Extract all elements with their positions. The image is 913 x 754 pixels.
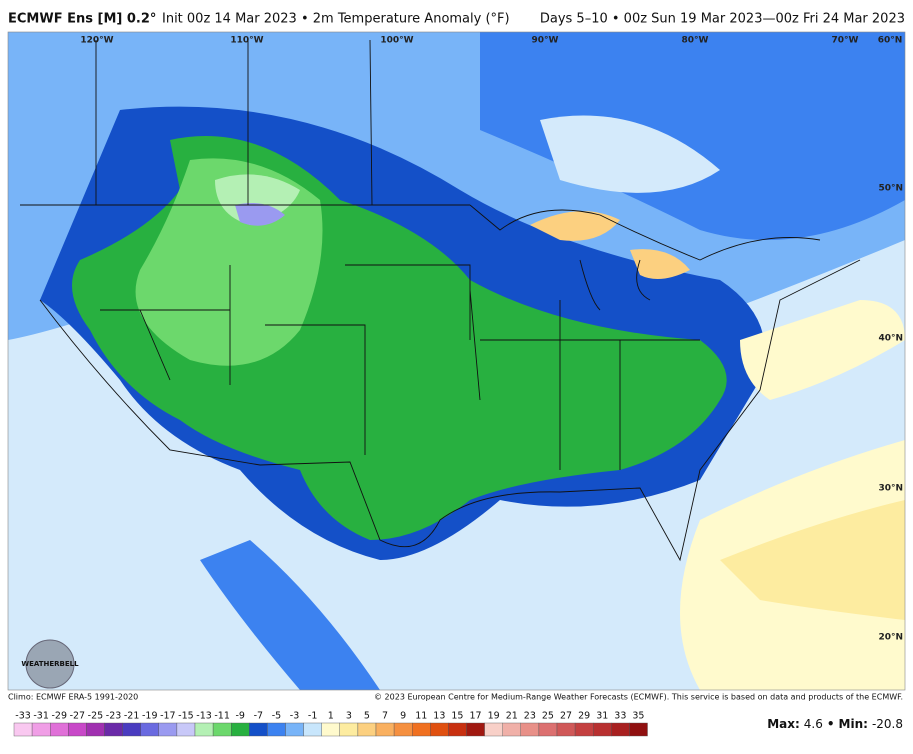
colorbar-cell	[412, 722, 431, 737]
colorbar-cell	[13, 722, 33, 737]
colorbar-cell	[466, 722, 485, 737]
colorbar-cell	[285, 722, 304, 737]
map: WEATHERBELL	[7, 31, 906, 691]
colorbar-cell	[267, 722, 286, 737]
subtitle: Init 00z 14 Mar 2023 • 2m Temperature An…	[162, 12, 510, 27]
colorbar-cell	[140, 722, 159, 737]
stat-separator: •	[827, 717, 835, 731]
model-title: ECMWF Ens [M] 0.2°	[8, 12, 156, 27]
colorbar-label: -29	[51, 711, 67, 722]
colorbar-label: -21	[124, 711, 140, 722]
stat-max-label: Max:	[767, 717, 800, 731]
colorbar-label: -23	[106, 711, 122, 722]
colorbar-cell	[556, 722, 576, 737]
colorbar-label: 11	[415, 711, 427, 722]
colorbar-cell	[574, 722, 594, 737]
colorbar-cell	[86, 722, 105, 737]
colorbar-label: 33	[614, 711, 626, 722]
colorbar-label: 3	[346, 711, 352, 722]
colorbar-cell	[448, 722, 467, 737]
colorbar-label: -33	[15, 711, 31, 722]
colorbar-cell	[520, 722, 540, 737]
colorbar-cell	[249, 722, 268, 737]
lon-label: 120°W	[80, 36, 113, 46]
colorbar-cell	[31, 722, 51, 737]
colorbar-label: -11	[214, 711, 230, 722]
colorbar-label: 7	[382, 711, 388, 722]
logo-text: WEATHERBELL	[21, 660, 79, 668]
colorbar-cell	[158, 722, 178, 737]
colorbar-label: 1	[328, 711, 334, 722]
colorbar-label: 27	[560, 711, 572, 722]
colorbar-label: 13	[433, 711, 445, 722]
colorbar-cell	[357, 722, 377, 737]
colorbar-label: -1	[308, 711, 317, 722]
colorbar-label: -13	[196, 711, 212, 722]
valid-time: Days 5–10 • 00z Sun 19 Mar 2023—00z Fri …	[540, 12, 905, 27]
colorbar-cell	[629, 722, 648, 737]
stats: Max: 4.6 • Min: -20.8	[767, 717, 903, 731]
lon-label: 70°W	[832, 36, 859, 46]
colorbar-label: -31	[33, 711, 49, 722]
colorbar-cell	[393, 722, 413, 737]
colorbar-cell	[538, 722, 558, 737]
colorbar-label: -9	[236, 711, 245, 722]
colorbar-label: 15	[451, 711, 463, 722]
colorbar-label: 23	[524, 711, 536, 722]
colorbar-label: 21	[506, 711, 518, 722]
logo: WEATHERBELL	[21, 639, 79, 689]
stats-text: Max: 4.6 • Min: -20.8	[767, 717, 903, 731]
colorbar-label: -25	[88, 711, 104, 722]
colorbar-cell	[212, 722, 232, 737]
colorbar-label: 17	[470, 711, 482, 722]
stat-min-label: Min:	[839, 717, 868, 731]
colorbar-label: 35	[632, 711, 644, 722]
lat-label: 40°N	[878, 334, 903, 344]
colorbar-cell	[194, 722, 214, 737]
colorbar-label: -15	[178, 711, 194, 722]
colorbar-cell	[176, 722, 196, 737]
climo-note: Climo: ECMWF ERA-5 1991-2020	[8, 693, 138, 702]
colorbar-label: -27	[70, 711, 86, 722]
colorbar-cell	[484, 722, 503, 737]
colorbar-label: -5	[272, 711, 281, 722]
colorbar-cell	[339, 722, 359, 737]
colorbar-label: 5	[364, 711, 370, 722]
colorbar-label: 9	[400, 711, 406, 722]
colorbar-cell	[430, 722, 449, 737]
colorbar-cell	[321, 722, 341, 737]
stat-max: 4.6	[804, 717, 823, 731]
colorbar-cell	[68, 722, 87, 737]
colorbar-cell	[303, 722, 322, 737]
colorbar-cell	[611, 722, 630, 737]
lat-label: 50°N	[878, 184, 903, 194]
lon-label: 100°W	[380, 36, 413, 46]
lon-label: 90°W	[532, 36, 559, 46]
colorbar-label: 29	[578, 711, 590, 722]
colorbar-cell	[122, 722, 141, 737]
colorbar-label: -7	[254, 711, 263, 722]
colorbar-label: -3	[290, 711, 299, 722]
lon-label: 80°W	[682, 36, 709, 46]
colorbar-cell	[502, 722, 522, 737]
colorbar-label: -17	[160, 711, 176, 722]
colorbar-label: 19	[488, 711, 500, 722]
colorbar-cell	[230, 722, 250, 737]
lat-label: 30°N	[878, 484, 903, 494]
lat-label: 20°N	[878, 633, 903, 643]
colorbar-label: 31	[596, 711, 608, 722]
stat-min: -20.8	[872, 717, 903, 731]
colorbar-cell	[104, 722, 123, 737]
lon-label: 110°W	[230, 36, 263, 46]
colorbar-cell	[50, 722, 69, 737]
colorbar-label: 25	[542, 711, 554, 722]
colorbar-cell	[593, 722, 612, 737]
copyright: © 2023 European Centre for Medium-Range …	[374, 693, 903, 702]
colorbar-label: -19	[142, 711, 158, 722]
lon-label: 60°N	[878, 36, 903, 46]
colorbar-cell	[375, 722, 395, 737]
